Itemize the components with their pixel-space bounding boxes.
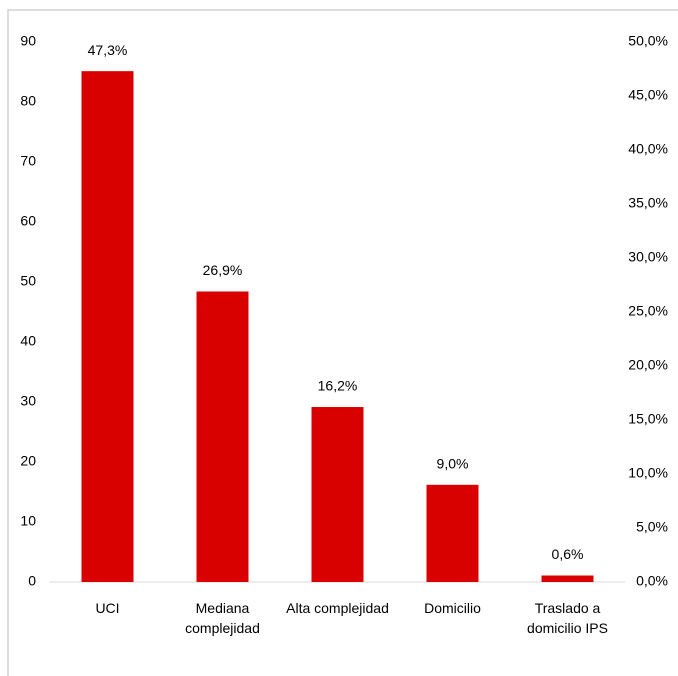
x-tick-label: Alta complejidad [286, 600, 389, 616]
x-tick-label: Traslado a domicilio IPS [527, 600, 608, 636]
y2-tick-label: 5,0% [636, 519, 668, 535]
bar [311, 407, 364, 582]
bar [196, 291, 249, 582]
x-tick-label: Mediana complejidad [185, 600, 260, 636]
y2-tick-label: 50,0% [628, 33, 668, 49]
y2-tick-label: 15,0% [628, 411, 668, 427]
y2-tick-label: 40,0% [628, 141, 668, 157]
y-tick-label: 40 [20, 333, 36, 349]
y2-tick-label: 30,0% [628, 249, 668, 265]
y-tick-label: 10 [20, 513, 36, 529]
frame [7, 9, 678, 676]
y2-tick-label: 20,0% [628, 357, 668, 373]
bar [541, 575, 594, 582]
y-tick-label: 90 [20, 33, 36, 49]
y2-tick-label: 25,0% [628, 303, 668, 319]
y-tick-label: 60 [20, 213, 36, 229]
value-label: 0,6% [552, 546, 584, 562]
value-label: 9,0% [437, 456, 469, 472]
y2-tick-label: 10,0% [628, 465, 668, 481]
y-tick-label: 50 [20, 273, 36, 289]
y2-tick-label: 0,0% [636, 573, 668, 589]
y-tick-label: 20 [20, 453, 36, 469]
y-tick-label: 30 [20, 393, 36, 409]
value-label: 16,2% [318, 378, 358, 394]
y-tick-label: 0 [28, 573, 36, 589]
value-label: 47,3% [88, 42, 128, 58]
bar [426, 484, 479, 582]
x-tick-label: UCI [95, 600, 120, 616]
value-label: 26,9% [203, 262, 243, 278]
x-tick-label: Domicilio [424, 600, 481, 616]
y-tick-label: 70 [20, 153, 36, 169]
bar [81, 71, 134, 582]
y2-tick-label: 35,0% [628, 195, 668, 211]
y2-tick-label: 45,0% [628, 87, 668, 103]
y-tick-label: 80 [20, 93, 36, 109]
